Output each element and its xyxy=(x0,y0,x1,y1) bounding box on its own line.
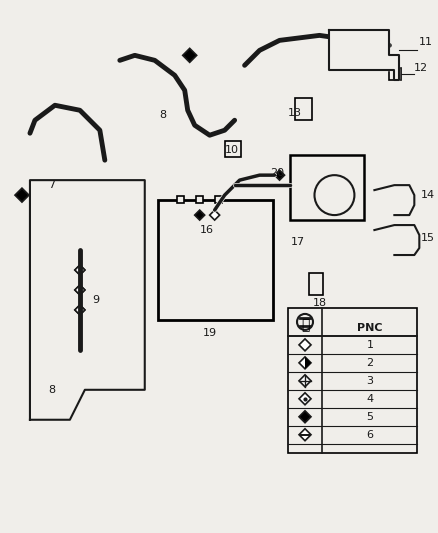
Text: 3: 3 xyxy=(367,376,374,386)
Text: 19: 19 xyxy=(203,328,217,338)
Polygon shape xyxy=(194,210,205,220)
Text: PNC: PNC xyxy=(357,323,383,333)
Polygon shape xyxy=(299,339,311,351)
Polygon shape xyxy=(15,188,29,202)
Text: 8: 8 xyxy=(48,385,56,395)
Text: 5: 5 xyxy=(367,412,374,422)
Polygon shape xyxy=(374,185,414,215)
FancyBboxPatch shape xyxy=(158,200,272,320)
Text: 13: 13 xyxy=(287,108,301,118)
Text: 20: 20 xyxy=(271,168,285,178)
Text: 15: 15 xyxy=(421,233,435,243)
Text: 🔧: 🔧 xyxy=(301,318,309,332)
FancyBboxPatch shape xyxy=(287,308,417,453)
Polygon shape xyxy=(299,357,311,369)
Polygon shape xyxy=(75,265,85,275)
Polygon shape xyxy=(299,375,311,387)
Text: 16: 16 xyxy=(200,225,214,235)
Text: 10: 10 xyxy=(225,145,239,155)
Polygon shape xyxy=(75,305,85,315)
Polygon shape xyxy=(75,305,85,315)
Polygon shape xyxy=(75,265,85,275)
Polygon shape xyxy=(299,429,311,441)
Polygon shape xyxy=(275,170,285,180)
Text: 17: 17 xyxy=(290,237,304,247)
Circle shape xyxy=(297,314,313,330)
Polygon shape xyxy=(329,30,399,80)
Text: 7: 7 xyxy=(48,180,56,190)
FancyBboxPatch shape xyxy=(290,155,364,220)
Text: 2: 2 xyxy=(366,358,374,368)
Polygon shape xyxy=(210,210,219,220)
Polygon shape xyxy=(183,49,197,62)
Polygon shape xyxy=(374,225,419,255)
Text: 12: 12 xyxy=(414,63,428,74)
Text: 9: 9 xyxy=(92,295,99,305)
Polygon shape xyxy=(305,357,311,369)
Text: 8: 8 xyxy=(160,110,167,120)
FancyBboxPatch shape xyxy=(225,141,240,157)
Circle shape xyxy=(314,175,354,215)
Polygon shape xyxy=(299,411,311,423)
Text: 4: 4 xyxy=(366,394,374,404)
FancyBboxPatch shape xyxy=(310,273,324,295)
Text: 11: 11 xyxy=(419,37,433,47)
Text: 14: 14 xyxy=(421,190,435,200)
Text: 1: 1 xyxy=(367,340,374,350)
Text: 18: 18 xyxy=(312,298,327,308)
Polygon shape xyxy=(75,285,85,295)
FancyBboxPatch shape xyxy=(389,68,401,80)
FancyBboxPatch shape xyxy=(294,98,312,120)
Polygon shape xyxy=(299,393,311,405)
Text: 6: 6 xyxy=(367,430,374,440)
Polygon shape xyxy=(75,285,85,295)
FancyBboxPatch shape xyxy=(215,196,222,203)
FancyBboxPatch shape xyxy=(177,196,184,203)
FancyBboxPatch shape xyxy=(196,196,203,203)
